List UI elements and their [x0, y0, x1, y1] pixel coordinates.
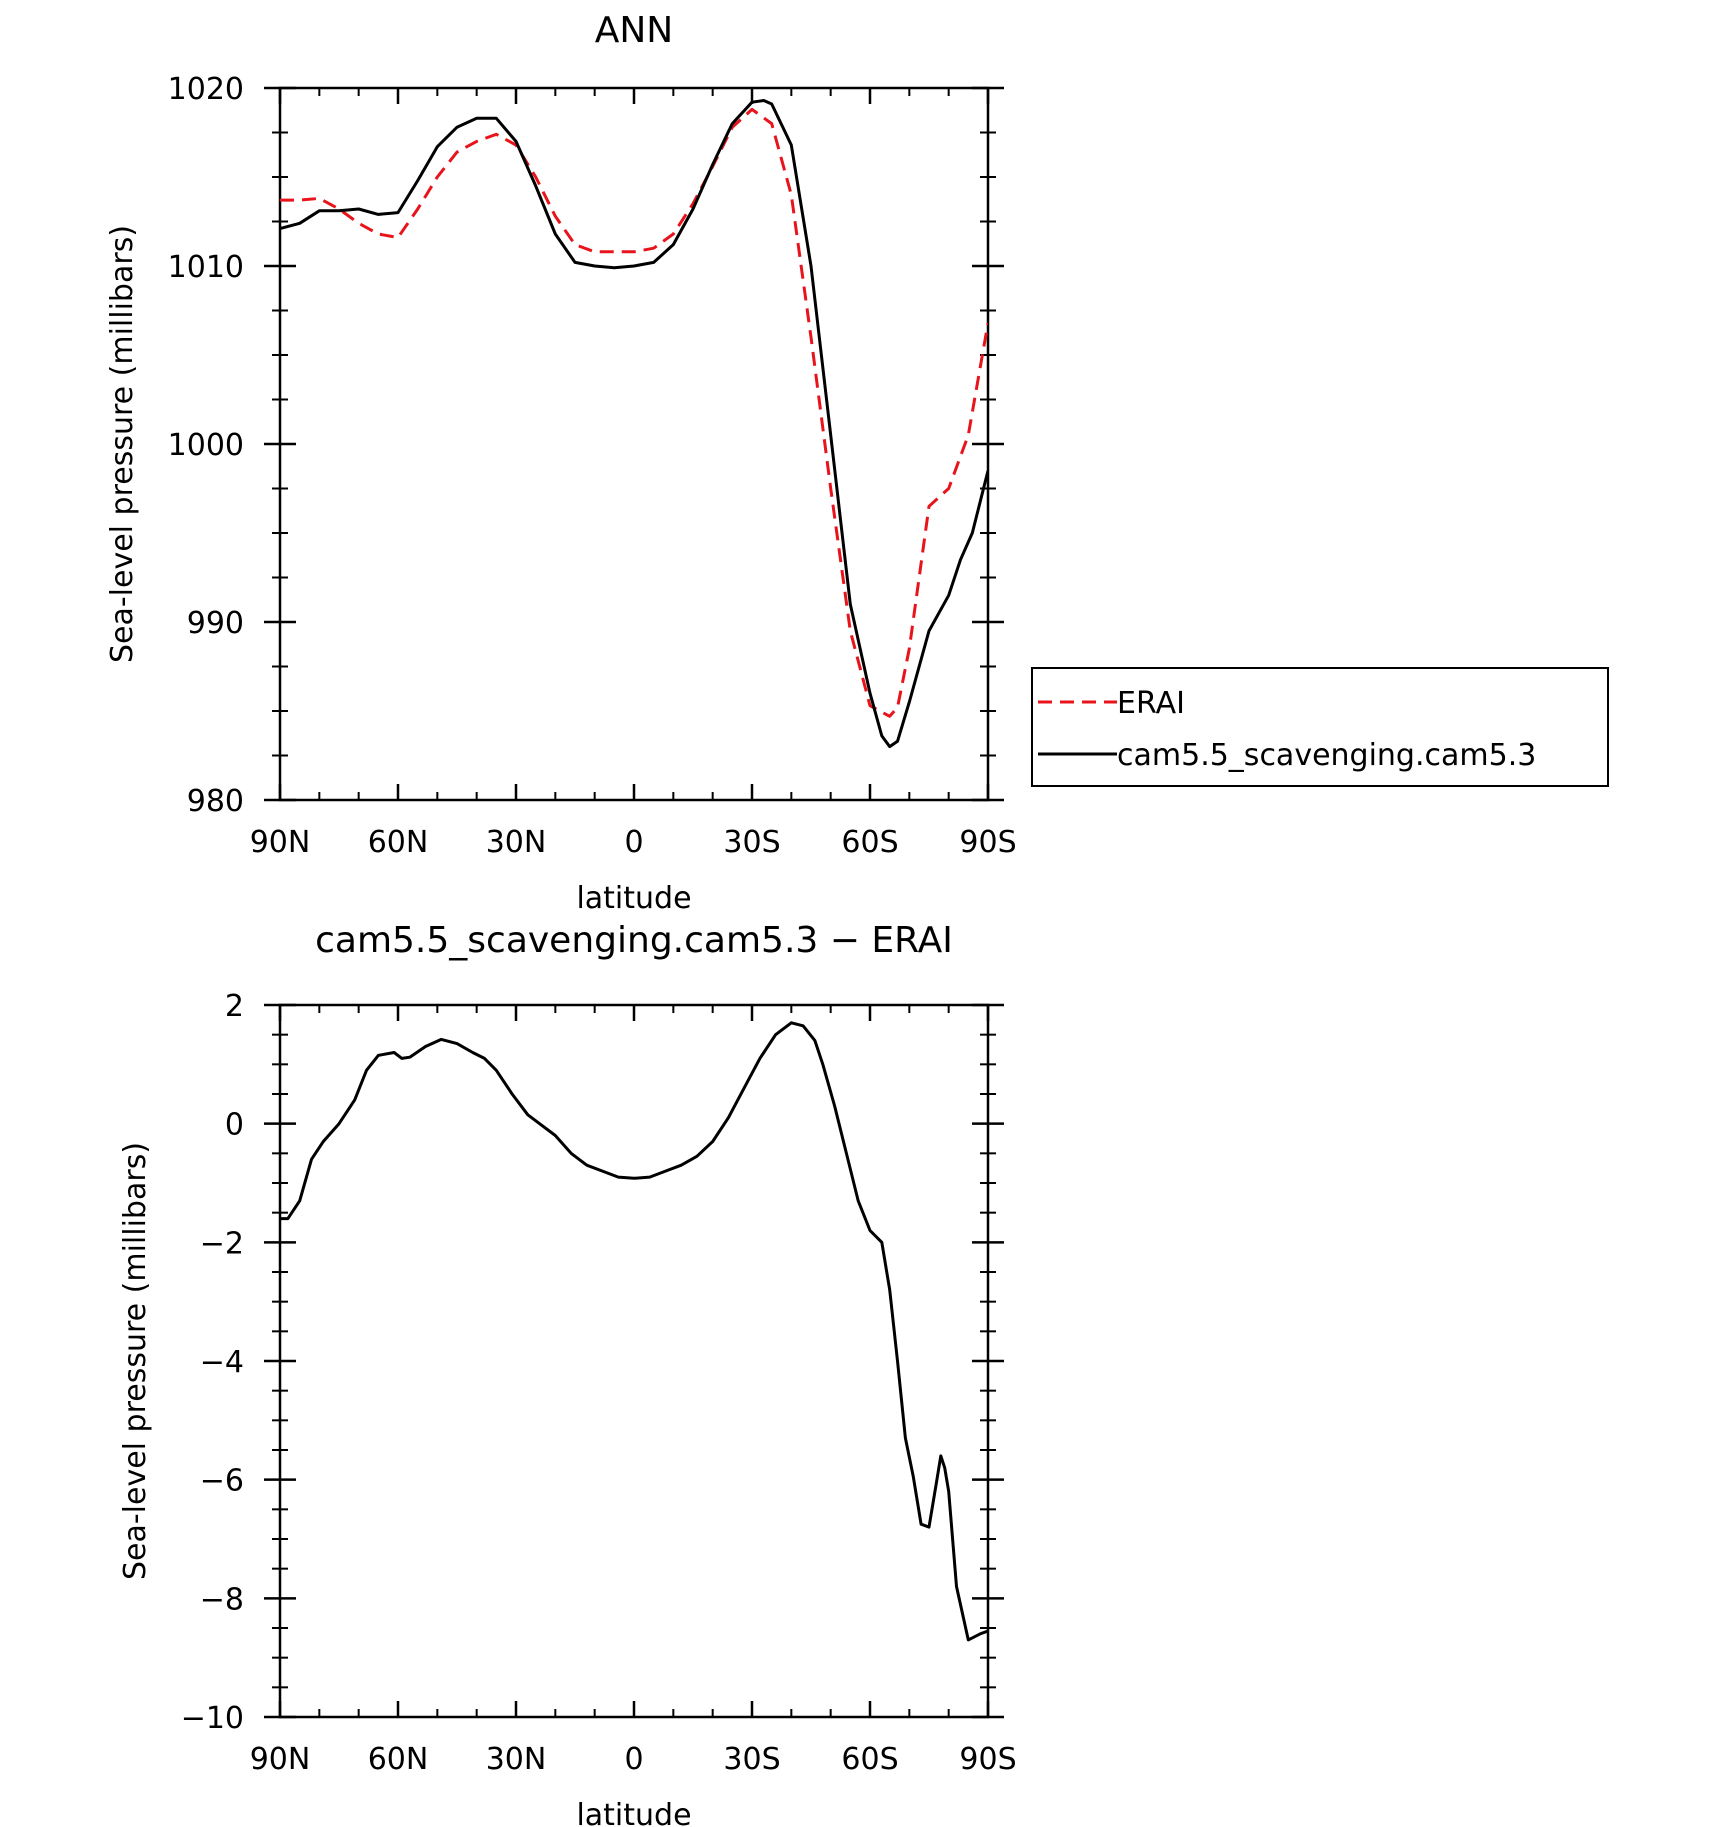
- bottom-x-tick-label: 90S: [959, 1742, 1016, 1777]
- top-plot-frame: [278, 86, 990, 802]
- top-y-tick-label: 1000: [168, 428, 244, 463]
- bottom-x-tick-label: 60N: [368, 1742, 429, 1777]
- bottom-x-tick-label: 90N: [250, 1742, 311, 1777]
- top-chart-title: ANN: [595, 10, 674, 51]
- bottom-y-tick-label: −10: [181, 1701, 244, 1736]
- top-series-line-erai: [280, 107, 988, 718]
- legend-label-erai: ERAI: [1117, 686, 1185, 721]
- top-y-tick-label: 990: [187, 606, 244, 641]
- legend-box: [1031, 667, 1609, 787]
- top-y-tick-label: 1010: [168, 250, 244, 285]
- top-x-tick-label: 0: [624, 825, 643, 860]
- top-x-tick-label: 90S: [959, 825, 1016, 860]
- bottom-chart-title: cam5.5_scavenging.cam5.3 − ERAI: [315, 920, 953, 961]
- bottom-x-tick-label: 0: [624, 1742, 643, 1777]
- top-y-tick-label: 1020: [168, 72, 244, 107]
- top-panel: ANN Sea-level pressure (millibars) latit…: [105, 10, 1017, 916]
- bottom-plot-frame: [278, 1003, 990, 1719]
- bottom-panel: cam5.5_scavenging.cam5.3 − ERAI Sea-leve…: [118, 920, 1017, 1827]
- top-x-axis-label: latitude: [576, 881, 691, 916]
- top-x-tick-label: 30N: [486, 825, 547, 860]
- top-x-tick-label: 90N: [250, 825, 311, 860]
- bottom-y-tick-label: −6: [200, 1464, 244, 1499]
- top-y-axis-label: Sea-level pressure (millibars): [105, 225, 140, 663]
- top-series-line-cam5-5-scavenging-cam5-3: [280, 99, 988, 749]
- bottom-y-tick-label: −8: [200, 1582, 244, 1617]
- top-x-tick-label: 60S: [841, 825, 898, 860]
- top-x-tick-label: 30S: [723, 825, 780, 860]
- bottom-x-axis-label: latitude: [576, 1798, 691, 1827]
- bottom-x-tick-label: 60S: [841, 1742, 898, 1777]
- top-y-tick-label: 980: [187, 784, 244, 819]
- legend: ERAI cam5.5_scavenging.cam5.3: [1031, 667, 1609, 787]
- bottom-y-tick-label: −2: [200, 1226, 244, 1261]
- legend-label-cam5-5: cam5.5_scavenging.cam5.3: [1117, 738, 1536, 773]
- bottom-series-line-difference: [280, 1021, 988, 1642]
- top-x-tick-label: 60N: [368, 825, 429, 860]
- bottom-y-tick-label: 0: [225, 1108, 244, 1143]
- bottom-x-tick-label: 30N: [486, 1742, 547, 1777]
- bottom-y-axis-label: Sea-level pressure (millibars): [118, 1142, 153, 1580]
- bottom-y-tick-label: 2: [225, 989, 244, 1024]
- bottom-x-tick-label: 30S: [723, 1742, 780, 1777]
- bottom-y-tick-label: −4: [200, 1345, 244, 1380]
